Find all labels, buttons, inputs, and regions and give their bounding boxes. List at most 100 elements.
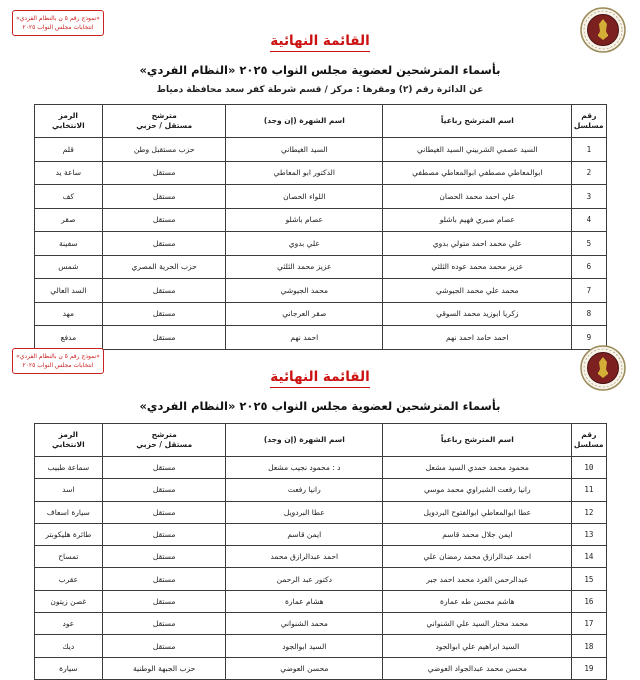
electoral-symbol-cell: غصن زيتون [33, 589, 104, 614]
column-header-symbol: الرمز الانتخابي [33, 423, 104, 457]
shohra-cell: السيد الغيطاني [225, 137, 384, 162]
column-header-shohra: اسم الشهرة (إن وجد) [225, 423, 384, 457]
electoral-symbol-cell: اسد [33, 478, 104, 502]
party-status-cell: مستقل [102, 478, 227, 502]
serial-cell: 19 [571, 656, 607, 680]
party-status-cell: مستقل [102, 231, 227, 256]
column-header-serial: رقم مسلسل [571, 423, 607, 457]
shohra-cell: عصام باشلو [225, 207, 384, 232]
serial-cell: 5 [571, 231, 607, 256]
candidate-row: 18 السيد ابراهيم علي ابوالجود السيد ابوالج… [33, 634, 607, 658]
party-status-cell: مستقل [102, 184, 227, 209]
candidate-name-cell: زكريا ابوزيد محمد السوقي [382, 301, 573, 326]
candidate-row: 13 ايمن جلال محمد قاسم ايمن قاسم مستقل طائرة… [33, 522, 607, 547]
candidate-name-cell: احمد حامد احمد نهم [382, 325, 573, 350]
candidates-table-page-1: رقم مسلسل اسم المترشح رباعياً اسم الشهرة… [33, 104, 607, 350]
electoral-symbol-cell: تمساح [33, 545, 104, 569]
page-title: القائمة النهائية [270, 33, 370, 52]
column-header-status: مترشح مستقل / حزبي [102, 104, 227, 138]
party-status-cell: مستقل [102, 634, 227, 658]
election-year-line: انتخابات مجلس النواب ٢٠٢٥ [22, 362, 94, 369]
candidates-table-page-2: رقم مسلسل اسم المترشح رباعياً اسم الشهرة… [33, 423, 607, 680]
electoral-symbol-cell: السد العالي [33, 278, 104, 303]
shohra-cell: ايمن قاسم [225, 522, 384, 547]
electoral-symbol-cell: عود [33, 612, 104, 636]
candidate-row: 19 محسن محمد عبدالجواد العوضي محسن العوضي ح… [33, 656, 607, 680]
party-status-cell: مستقل [102, 301, 227, 326]
final-list-page-2: «نموذج رقم ٥ ن بالنظام الفردي» انتخابات … [0, 338, 640, 680]
candidate-name-cell: عصام صبري فهيم باشلو [382, 207, 573, 232]
form-number-note: «نموذج رقم ٥ ن بالنظام الفردي» انتخابات … [12, 10, 104, 36]
candidate-row: 8 زكريا ابوزيد محمد السوقي صقر العرجاني مست… [33, 301, 607, 326]
form-number-note: «نموذج رقم ٥ ن بالنظام الفردي» انتخابات … [12, 348, 104, 374]
candidate-row: 10 محمود محمد حمدي السيد مشعل د : محمود نج… [33, 455, 607, 480]
column-header-status: مترشح مستقل / حزبي [102, 423, 227, 457]
column-header-name: اسم المترشح رباعياً [382, 104, 573, 138]
candidate-name-cell: محمد مختار السيد علي الشنواني [382, 612, 573, 636]
party-status-cell: مستقل [102, 500, 227, 524]
electoral-symbol-cell: ساعة يد [33, 160, 104, 185]
candidate-row: 16 هاشم محسن طه عمارة هشام عمارة مستقل غصن ز… [33, 589, 607, 614]
electoral-symbol-cell: عقرب [33, 567, 104, 591]
shohra-cell: محمد الجيوشي [225, 278, 384, 303]
party-status-cell: حزب مستقبل وطن [102, 137, 227, 162]
candidate-row: 15 عبدالرحمن الفرد محمد احمد جبر دكتور عبد… [33, 567, 607, 591]
candidate-name-cell: عطا ابوالمعاطي ابوالفتوح البردويل [382, 500, 573, 524]
district-line: عن الدائرة رقم (٢) ومقرها : مركز / قسم ش… [156, 85, 484, 95]
egypt-eagle-seal-icon [580, 7, 626, 53]
shohra-cell: صقر العرجاني [225, 301, 384, 326]
candidate-row: 5 علي محمد احمد متولي بدوي علي بدوي مستقل سف… [33, 231, 607, 256]
candidate-row: 1 السيد عصمي الشربيني السيد الغيطاني السيد… [33, 137, 607, 162]
column-header-serial: رقم مسلسل [571, 104, 607, 138]
electoral-symbol-cell: كف [33, 184, 104, 209]
party-status-cell: مستقل [102, 455, 227, 480]
shohra-cell: محسن العوضي [225, 656, 384, 680]
shohra-cell: هشام عمارة [225, 589, 384, 614]
serial-cell: 13 [571, 522, 607, 547]
candidate-row: 2 ابوالمعاطي مصطفي ابوالمعاطي مصطفي الدكتو… [33, 160, 607, 185]
candidate-row: 4 عصام صبري فهيم باشلو عصام باشلو مستقل صقر [33, 207, 607, 232]
candidate-row: 7 محمد علي محمد الجيوشي محمد الجيوشي مستقل ا… [33, 278, 607, 303]
party-status-cell: مستقل [102, 207, 227, 232]
serial-cell: 12 [571, 500, 607, 524]
candidate-name-cell: ايمن جلال محمد قاسم [382, 522, 573, 547]
candidate-name-cell: السيد ابراهيم علي ابوالجود [382, 634, 573, 658]
shohra-cell: دكتور عبد الرحمن [225, 567, 384, 591]
page-subtitle: بأسماء المترشحين لعضوية مجلس النواب ٢٠٢٥… [139, 63, 501, 77]
candidate-name-cell: علي محمد احمد متولي بدوي [382, 231, 573, 256]
candidate-name-cell: محمد علي محمد الجيوشي [382, 278, 573, 303]
serial-cell: 11 [571, 478, 607, 502]
party-status-cell: مستقل [102, 567, 227, 591]
serial-cell: 4 [571, 207, 607, 232]
candidate-name-cell: هاشم محسن طه عمارة [382, 589, 573, 614]
serial-cell: 16 [571, 589, 607, 614]
final-list-page-1: «نموذج رقم ٥ ن بالنظام الفردي» انتخابات … [0, 0, 640, 350]
serial-cell: 3 [571, 184, 607, 209]
candidate-row: 17 محمد مختار السيد علي الشنواني محمد الشن… [33, 612, 607, 636]
candidate-name-cell: عزيز محمد محمد عوده الثلثي [382, 254, 573, 279]
electoral-symbol-cell: طائرة هليكوبتر [33, 522, 104, 547]
candidate-name-cell: احمد عبدالرازق محمد رمضان علي [382, 545, 573, 569]
candidate-row: 12 عطا ابوالمعاطي ابوالفتوح البردويل عطا ا… [33, 500, 607, 524]
party-status-cell: مستقل [102, 545, 227, 569]
electoral-symbol-cell: قلم [33, 137, 104, 162]
candidate-name-cell: محسن محمد عبدالجواد العوضي [382, 656, 573, 680]
serial-cell: 8 [571, 301, 607, 326]
shohra-cell: علي بدوي [225, 231, 384, 256]
electoral-symbol-cell: ديك [33, 634, 104, 658]
party-status-cell: مستقل [102, 325, 227, 350]
table-header-row: رقم مسلسل اسم المترشح رباعياً اسم الشهرة… [33, 423, 607, 457]
page-subtitle: بأسماء المترشحين لعضوية مجلس النواب ٢٠٢٥… [139, 399, 501, 413]
election-year-line: انتخابات مجلس النواب ٢٠٢٥ [22, 24, 94, 31]
shohra-cell: عزيز محمد الثلثي [225, 254, 384, 279]
party-status-cell: مستقل [102, 278, 227, 303]
candidate-name-cell: السيد عصمي الشربيني السيد الغيطاني [382, 137, 573, 162]
column-header-name: اسم المترشح رباعياً [382, 423, 573, 457]
serial-cell: 18 [571, 634, 607, 658]
party-status-cell: مستقل [102, 160, 227, 185]
shohra-cell: محمد الشنواني [225, 612, 384, 636]
candidate-row: 14 احمد عبدالرازق محمد رمضان علي احمد عبدا… [33, 545, 607, 569]
column-header-shohra: اسم الشهرة (إن وجد) [225, 104, 384, 138]
shohra-cell: عطا البردويل [225, 500, 384, 524]
shohra-cell: د : محمود نجيب مشعل [225, 455, 384, 480]
